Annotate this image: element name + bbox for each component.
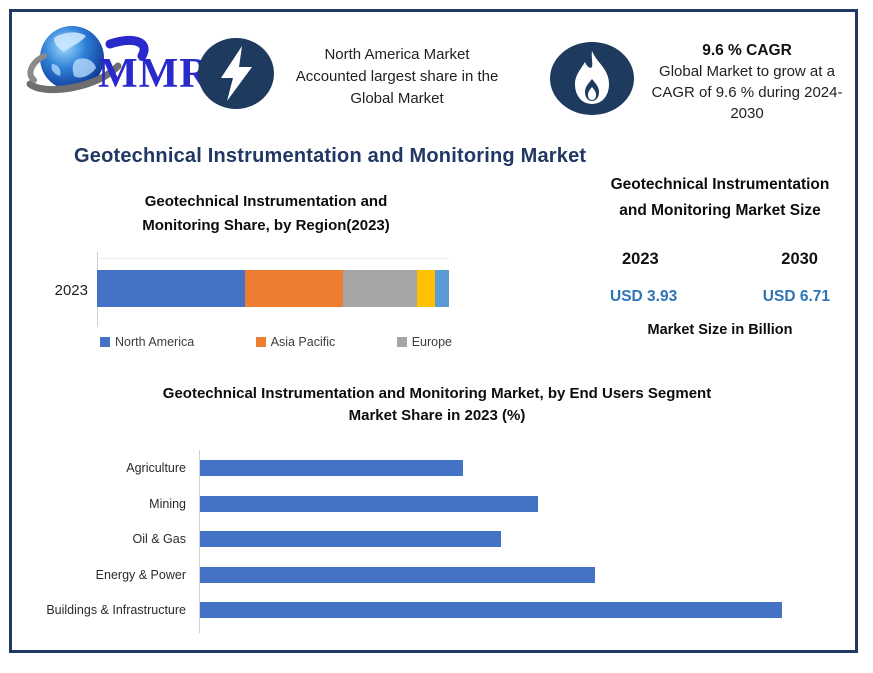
mmr-logo: MMR [24, 18, 210, 106]
y-axis-line [199, 450, 200, 633]
bar-agriculture [200, 460, 463, 476]
market-size-value-2023: USD 3.93 [610, 288, 678, 305]
bar-label-mining: Mining [149, 496, 186, 511]
lightning-icon [197, 37, 275, 115]
legend-item-north-america: North America [100, 335, 194, 349]
flame-icon [549, 41, 635, 121]
market-size-year-2023: 2023 [622, 250, 659, 268]
region-stacked-bar [97, 270, 449, 307]
bar-label-agriculture: Agriculture [126, 461, 186, 475]
bar-label-energy-power: Energy & Power [95, 567, 186, 582]
cagr-value: 9.6 % CAGR [702, 42, 792, 59]
end-users-chart-title: Geotechnical Instrumentation and Monitor… [77, 383, 797, 427]
legend-label: North America [115, 335, 195, 349]
page-title: Geotechnical Instrumentation and Monitor… [74, 145, 587, 167]
highlight-cagr: 9.6 % CAGR Global Market to grow at a CA… [636, 40, 858, 124]
market-size-title: Geotechnical Instrumentation and Monitor… [610, 176, 830, 219]
cagr-description: Global Market to grow at a CAGR of 9.6 %… [651, 63, 843, 122]
highlight-line: Global Market [350, 90, 444, 107]
legend-swatch [100, 337, 110, 347]
market-size-value-2030: USD 6.71 [762, 288, 830, 305]
bar-buildings-infrastructure [200, 602, 782, 619]
title-line-1: Geotechnical Instrumentation and Monitor… [162, 385, 712, 402]
legend-swatch [396, 337, 407, 347]
bar-energy-power [200, 566, 595, 583]
market-size-caption: Market Size in Billion [647, 322, 793, 338]
region-legend: North America Asia Pacific Europe [100, 335, 452, 349]
region-segment-asia-pacific [244, 270, 344, 307]
bar-oil-gas [200, 531, 501, 548]
bar-mining [200, 495, 538, 512]
market-size-panel: Geotechnical Instrumentation and Monitor… [610, 172, 830, 338]
legend-swatch [255, 337, 266, 347]
globe-icon [26, 26, 149, 93]
region-segment-unlabeled [417, 270, 435, 307]
title-line-2: Market Share in 2023 (%) [348, 407, 526, 424]
logo-text: MMR [98, 51, 211, 97]
region-chart-title: Geotechnical Instrumentation and Monitor… [142, 193, 390, 234]
end-users-chart: Geotechnical Instrumentation and Monitor… [40, 383, 840, 643]
bar-label-buildings-infrastructure: Buildings & Infrastructure [46, 603, 186, 618]
bar-label-oil-gas: Oil & Gas [132, 532, 187, 547]
legend-item-asia-pacific: Asia Pacific [255, 335, 336, 349]
highlight-north-america: North America Market Accounted largest s… [286, 44, 508, 110]
region-segment-europe [343, 270, 418, 307]
highlight-line: North America Market [324, 46, 470, 63]
gridline [97, 258, 449, 259]
highlight-line: Accounted largest share in the [295, 68, 499, 85]
legend-label: Asia Pacific [270, 335, 336, 349]
region-share-chart: Geotechnical Instrumentation and Monitor… [0, 185, 480, 360]
legend-label: Europe [411, 335, 452, 349]
region-segment-unlabeled [434, 270, 449, 307]
category-label-2023: 2023 [54, 282, 88, 299]
legend-item-europe: Europe [396, 335, 452, 349]
end-users-plot: Agriculture Mining Oil & Gas Energy & Power… [40, 450, 840, 635]
market-size-year-2030: 2030 [781, 250, 818, 268]
region-segment-north-america [97, 270, 245, 307]
